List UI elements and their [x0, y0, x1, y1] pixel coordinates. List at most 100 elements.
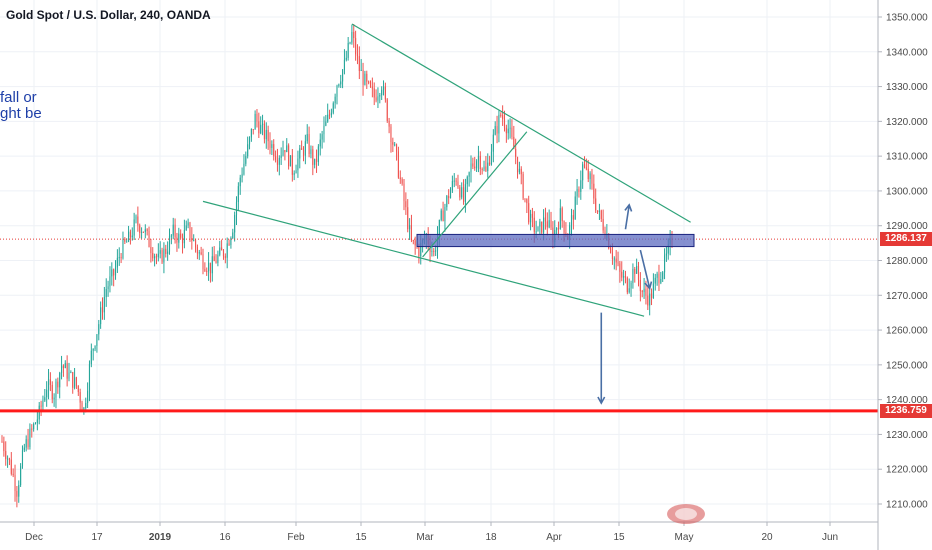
candle-body — [660, 279, 662, 283]
candle-body — [373, 88, 375, 98]
candle-body — [490, 151, 493, 165]
candle-body — [468, 172, 470, 177]
candle-body — [459, 187, 461, 198]
candle-body — [667, 244, 669, 254]
candle-body — [77, 385, 79, 393]
candle-body — [312, 149, 314, 165]
candle-body — [70, 372, 72, 374]
candle-body — [503, 119, 506, 128]
candle-body — [410, 225, 413, 241]
price-levels — [0, 238, 878, 413]
candle-body — [516, 156, 519, 173]
candle-body — [585, 167, 587, 169]
candle-body — [5, 451, 7, 460]
candle-body — [168, 236, 171, 252]
candle-body — [483, 166, 485, 170]
candle-body — [196, 247, 198, 254]
candle-body — [444, 207, 446, 222]
candle-body — [291, 155, 293, 175]
candle-body — [524, 198, 526, 200]
candle-body — [79, 392, 81, 403]
candle-body — [122, 238, 124, 258]
candle-body — [90, 350, 92, 365]
candle-body — [656, 273, 658, 278]
candle-body — [526, 198, 528, 204]
price-tick-label: 1260.000 — [886, 326, 928, 337]
candle-body — [340, 81, 342, 85]
price-tick-label: 1310.000 — [886, 152, 928, 163]
time-tick-label: Apr — [546, 532, 562, 543]
candle-body — [135, 216, 137, 220]
candle-body — [639, 279, 641, 292]
candle-body — [515, 149, 517, 157]
candle-body — [187, 222, 189, 226]
candle-body — [330, 112, 332, 115]
candle-body — [587, 168, 589, 180]
candle-body — [92, 349, 94, 351]
candle-body — [170, 235, 172, 237]
candle-body — [47, 379, 50, 390]
candle-body — [663, 255, 666, 273]
candle-body — [414, 240, 416, 246]
candle-body — [382, 86, 385, 90]
candle-body — [308, 134, 310, 154]
candle-body — [100, 307, 102, 325]
candle-body — [3, 441, 5, 452]
time-tick-label: May — [675, 532, 694, 543]
candle-body — [636, 266, 638, 274]
candle-body — [38, 405, 40, 420]
candle-body — [589, 173, 591, 180]
candle-body — [381, 89, 383, 96]
candle-body — [325, 121, 327, 126]
candle-body — [163, 248, 165, 263]
candle-body — [269, 141, 271, 148]
candle-body — [42, 400, 44, 407]
candle-body — [213, 256, 215, 262]
candle-body — [403, 183, 405, 202]
candle-body — [448, 196, 450, 199]
candle-body — [261, 123, 264, 125]
candle-body — [254, 113, 256, 130]
candle-body — [247, 144, 249, 157]
candle-body — [206, 270, 208, 272]
trendline-upper — [351, 23, 691, 223]
candle-body — [580, 180, 582, 192]
candle-body — [127, 231, 130, 242]
candle-body — [280, 155, 282, 158]
candle-body — [165, 248, 167, 254]
price-tick-label: 1210.000 — [886, 500, 928, 511]
arrow-up-icon — [624, 204, 630, 230]
candle-body — [364, 73, 366, 85]
candle-body — [591, 173, 593, 184]
candle-body — [474, 166, 476, 169]
candle-body — [652, 283, 654, 298]
candle-body — [87, 390, 89, 403]
candle-body — [211, 256, 213, 274]
time-tick-label: Feb — [287, 532, 305, 543]
candle-body — [485, 166, 487, 172]
candle-body — [202, 254, 204, 270]
candle-body — [647, 295, 649, 306]
candle-body — [369, 81, 372, 87]
candle-body — [464, 184, 466, 202]
candle-body — [271, 144, 273, 148]
candle-body — [431, 250, 433, 252]
candle-body — [557, 228, 560, 230]
candle-body — [10, 459, 12, 474]
candle-body — [105, 289, 107, 298]
candle-body — [114, 267, 117, 276]
candle-body — [544, 217, 547, 222]
candle-body — [332, 103, 334, 113]
candle-body — [241, 174, 243, 178]
candle-body — [239, 177, 241, 187]
candle-body — [494, 126, 496, 135]
candle-body — [602, 218, 604, 231]
candle-body — [222, 250, 225, 257]
candle-body — [615, 258, 617, 263]
candle-body — [83, 407, 85, 411]
drawings[interactable] — [202, 23, 695, 405]
candle-body — [113, 269, 115, 276]
candle-body — [248, 137, 251, 145]
